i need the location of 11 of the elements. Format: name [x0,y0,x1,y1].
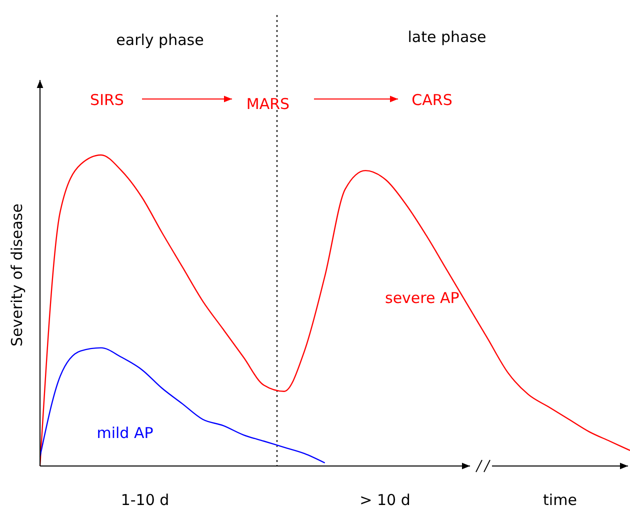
y-axis-title: Severity of disease [8,204,26,346]
text: 1-10 d [120,491,170,509]
series-label: severe AP [385,289,460,307]
text: MARS [246,95,290,113]
text: CARS [412,91,452,109]
text: SIRS [90,91,124,109]
text: > 10 d [360,491,410,509]
x-axis-title: time [543,491,577,509]
text: late phase [408,28,486,46]
text: early phase [116,31,204,49]
text: mild AP [96,424,154,442]
